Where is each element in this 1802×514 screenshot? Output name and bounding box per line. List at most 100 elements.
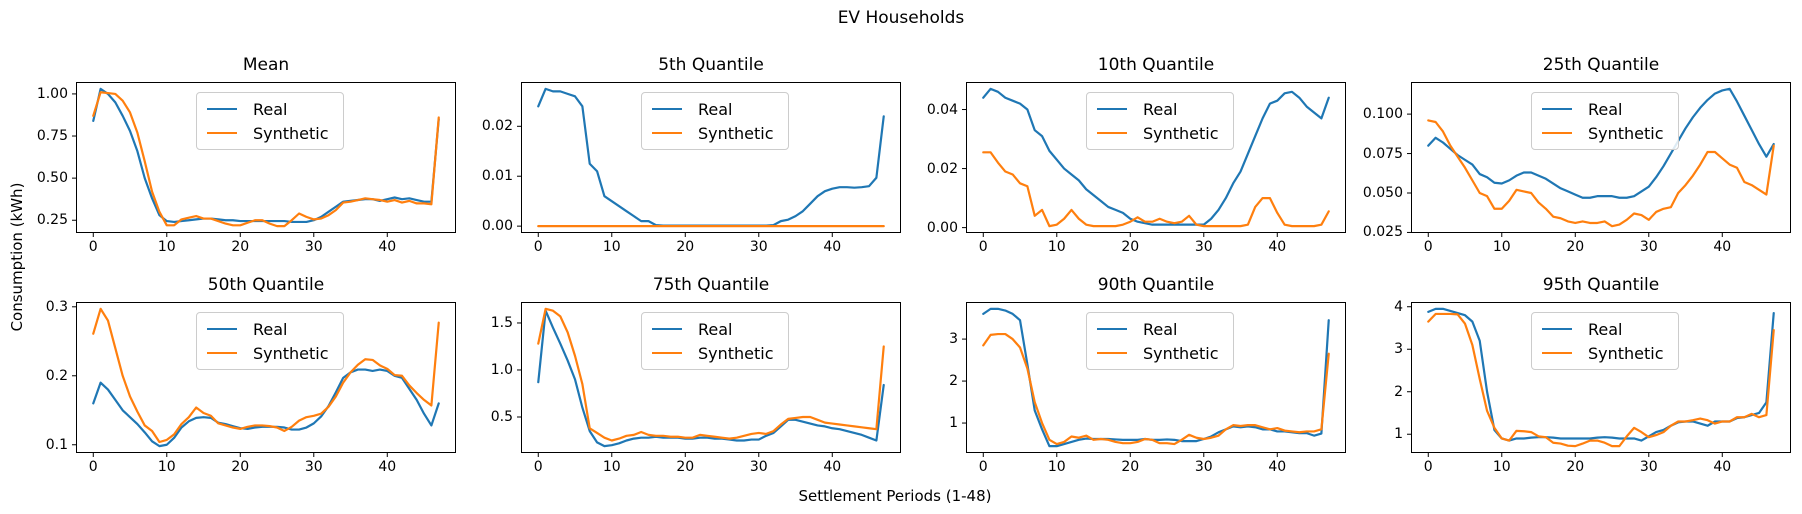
real-line-swatch: [1542, 328, 1572, 330]
subplot-title: 95th Quantile: [1542, 275, 1660, 295]
x-tick-label: 20: [1566, 239, 1585, 255]
synthetic-series-line: [982, 332, 1330, 446]
x-tick-label: 0: [1423, 239, 1433, 255]
real-series-line: [537, 309, 885, 448]
legend: Real Synthetic: [1086, 92, 1234, 150]
synthetic-line-swatch: [207, 132, 237, 134]
x-tick-label: 20: [676, 239, 695, 255]
x-tick-label: 30: [749, 459, 768, 475]
real-series-line: [92, 368, 440, 448]
x-axis-label: Settlement Periods (1-48): [798, 487, 992, 505]
x-tick-label: 10: [602, 239, 621, 255]
x-tick-label: 40: [378, 459, 397, 475]
x-tick-label: 0: [533, 239, 543, 255]
real-series-line: [1427, 307, 1775, 442]
y-tick-label: 1.5: [490, 314, 513, 331]
synthetic-line-swatch: [207, 352, 237, 354]
legend-item-synthetic: Synthetic: [207, 342, 329, 364]
y-tick-label: 0.1: [45, 436, 68, 453]
y-tick-label: 0.50: [36, 170, 68, 187]
synthetic-series-line: [92, 91, 440, 228]
synthetic-line-swatch: [1542, 132, 1572, 134]
axes-plot-area: [517, 302, 901, 457]
legend-item-synthetic: Synthetic: [1097, 122, 1219, 144]
axes-plot-area: [962, 82, 1346, 237]
y-tick-label: 0.00: [481, 218, 513, 235]
y-tick-label: 3: [949, 331, 958, 348]
legend-item-synthetic: Synthetic: [1542, 342, 1664, 364]
axes-plot-area: [72, 302, 456, 457]
x-tick-label: 0: [533, 459, 543, 475]
axes-border: [966, 302, 1346, 453]
legend-label: Real: [1143, 99, 1178, 119]
legend-label: Real: [253, 99, 288, 119]
legend-item-real: Real: [207, 98, 329, 120]
subplot-title: 50th Quantile: [207, 275, 325, 295]
y-tick-label: 0.02: [481, 118, 513, 135]
legend-item-real: Real: [1542, 318, 1664, 340]
x-tick-label: 30: [749, 239, 768, 255]
x-tick-label: 20: [1121, 239, 1140, 255]
y-tick-label: 0.00: [926, 219, 958, 236]
legend-label: Synthetic: [1588, 343, 1664, 363]
axes-plot-area: [962, 302, 1346, 457]
legend: Real Synthetic: [1531, 92, 1679, 150]
legend: Real Synthetic: [196, 92, 344, 150]
legend-item-real: Real: [207, 318, 329, 340]
x-tick-label: 20: [231, 459, 250, 475]
y-tick-label: 0.025: [1362, 224, 1403, 241]
legend-item-real: Real: [652, 318, 774, 340]
real-line-swatch: [207, 328, 237, 330]
x-tick-label: 20: [1121, 459, 1140, 475]
synthetic-line-swatch: [1097, 352, 1127, 354]
y-tick-label: 1.0: [490, 361, 513, 378]
x-tick-label: 10: [1047, 459, 1066, 475]
y-tick-label: 1.00: [36, 85, 68, 102]
axes-border: [1411, 302, 1791, 453]
x-tick-label: 40: [1268, 239, 1287, 255]
x-tick-label: 30: [1639, 459, 1658, 475]
y-tick-label: 0.075: [1362, 145, 1403, 162]
legend-label: Real: [1143, 319, 1178, 339]
x-tick-label: 10: [602, 459, 621, 475]
y-tick-label: 0.02: [926, 160, 958, 177]
x-tick-label: 0: [88, 459, 98, 475]
x-tick-label: 10: [1492, 239, 1511, 255]
subplot-title: 90th Quantile: [1097, 275, 1215, 295]
y-tick-label: 1: [949, 415, 958, 432]
y-tick-label: 0.2: [45, 367, 68, 384]
axes-border: [76, 302, 456, 453]
y-tick-label: 3: [1394, 341, 1403, 358]
subplot-title: 75th Quantile: [652, 275, 770, 295]
legend-label: Real: [1588, 319, 1623, 339]
legend-label: Synthetic: [1143, 123, 1219, 143]
real-line-swatch: [652, 108, 682, 110]
legend-label: Synthetic: [1588, 123, 1664, 143]
x-tick-label: 10: [1047, 239, 1066, 255]
figure-title: EV Households: [837, 8, 965, 28]
x-tick-label: 30: [1639, 239, 1658, 255]
real-line-swatch: [1097, 108, 1127, 110]
axes-border: [76, 82, 456, 233]
legend-item-synthetic: Synthetic: [1097, 342, 1219, 364]
legend: Real Synthetic: [641, 92, 789, 150]
x-tick-label: 40: [823, 239, 842, 255]
real-line-swatch: [1542, 108, 1572, 110]
y-tick-label: 0.100: [1362, 106, 1403, 123]
y-tick-label: 2: [949, 373, 958, 390]
legend-label: Synthetic: [698, 343, 774, 363]
real-line-swatch: [207, 108, 237, 110]
legend: Real Synthetic: [196, 312, 344, 370]
legend-item-real: Real: [1097, 318, 1219, 340]
x-tick-label: 30: [304, 239, 323, 255]
x-tick-label: 0: [1423, 459, 1433, 475]
x-tick-label: 0: [978, 239, 988, 255]
subplot-title: 5th Quantile: [658, 55, 764, 75]
axes-plot-area: [1407, 82, 1791, 237]
x-tick-label: 20: [231, 239, 250, 255]
synthetic-series-line: [92, 307, 440, 444]
y-tick-label: 1: [1394, 426, 1403, 443]
y-tick-label: 0.01: [481, 168, 513, 185]
x-tick-label: 10: [157, 459, 176, 475]
